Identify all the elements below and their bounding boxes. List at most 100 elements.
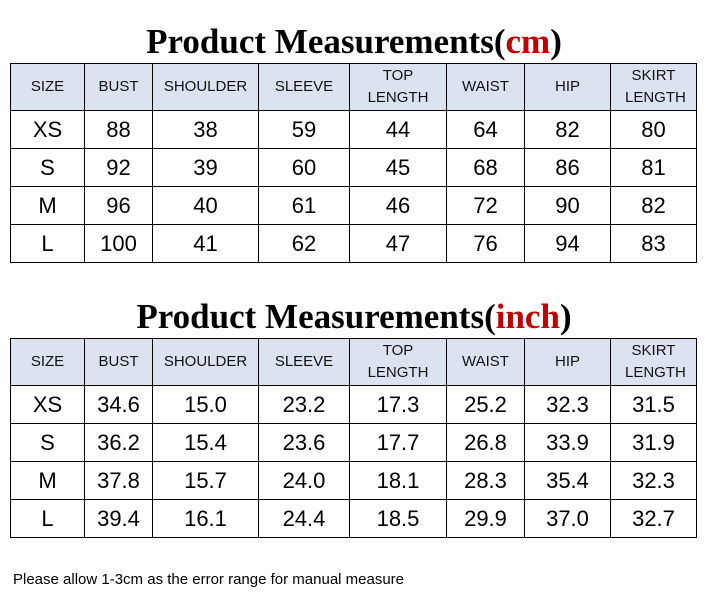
measure-cell: 17.3 xyxy=(349,385,447,424)
measure-cell: 24.0 xyxy=(258,461,350,500)
header-cell: WAIST xyxy=(446,63,525,111)
measure-cell: 92 xyxy=(84,148,153,187)
measure-cell: 37.8 xyxy=(84,461,153,500)
measure-cell: 15.0 xyxy=(152,385,259,424)
title-unit: inch xyxy=(495,297,560,336)
header-row: SIZE BUST SHOULDER SLEEVE TOP LENGTH WAIST HIP… xyxy=(10,338,697,386)
measure-cell: 17.7 xyxy=(349,423,447,462)
header-cell: SKIRT LENGTH xyxy=(610,338,697,386)
data-row: S 92 39 60 45 68 86 81 xyxy=(10,148,697,187)
title: Product Measurements(inch) xyxy=(0,297,708,337)
size-table: SIZE BUST SHOULDER SLEEVE TOP LENGTH WAIST HIP… xyxy=(10,338,697,538)
size-cell: XS xyxy=(10,110,85,149)
header-cell: HIP xyxy=(524,338,611,386)
measure-cell: 72 xyxy=(446,186,525,225)
header-row: SIZE BUST SHOULDER SLEEVE TOP LENGTH WAIST HIP… xyxy=(10,63,697,111)
measure-cell: 32.3 xyxy=(524,385,611,424)
measure-cell: 23.6 xyxy=(258,423,350,462)
measure-cell: 83 xyxy=(610,224,697,263)
header-cell: HIP xyxy=(524,63,611,111)
measure-cell: 46 xyxy=(349,186,447,225)
data-row: M 96 40 61 46 72 90 82 xyxy=(10,186,697,225)
measure-cell: 82 xyxy=(524,110,611,149)
measure-cell: 59 xyxy=(258,110,350,149)
measure-cell: 26.8 xyxy=(446,423,525,462)
data-row: S 36.2 15.4 23.6 17.7 26.8 33.9 31.9 xyxy=(10,423,697,462)
measure-cell: 23.2 xyxy=(258,385,350,424)
header-cell: BUST xyxy=(84,63,153,111)
data-row: XS 88 38 59 44 64 82 80 xyxy=(10,110,697,149)
measure-cell: 39 xyxy=(152,148,259,187)
measure-cell: 90 xyxy=(524,186,611,225)
measure-cell: 31.9 xyxy=(610,423,697,462)
measure-cell: 45 xyxy=(349,148,447,187)
measure-cell: 18.5 xyxy=(349,499,447,538)
data-row: XS 34.6 15.0 23.2 17.3 25.2 32.3 31.5 xyxy=(10,385,697,424)
measure-cell: 29.9 xyxy=(446,499,525,538)
measure-cell: 36.2 xyxy=(84,423,153,462)
measure-cell: 44 xyxy=(349,110,447,149)
measure-cell: 33.9 xyxy=(524,423,611,462)
title-text: Product Measurements( xyxy=(136,297,496,336)
size-cell: XS xyxy=(10,385,85,424)
header-cell: SKIRT LENGTH xyxy=(610,63,697,111)
measure-cell: 34.6 xyxy=(84,385,153,424)
header-cell: SLEEVE xyxy=(258,338,350,386)
title-text: Product Measurements( xyxy=(146,22,506,61)
size-cell: M xyxy=(10,186,85,225)
measure-cell: 47 xyxy=(349,224,447,263)
measure-cell: 35.4 xyxy=(524,461,611,500)
header-cell: SIZE xyxy=(10,63,85,111)
measure-cell: 31.5 xyxy=(610,385,697,424)
measure-cell: 61 xyxy=(258,186,350,225)
measure-cell: 60 xyxy=(258,148,350,187)
measure-cell: 15.4 xyxy=(152,423,259,462)
header-cell: TOP LENGTH xyxy=(349,338,447,386)
measure-cell: 38 xyxy=(152,110,259,149)
measure-cell: 82 xyxy=(610,186,697,225)
measure-cell: 88 xyxy=(84,110,153,149)
measure-cell: 96 xyxy=(84,186,153,225)
measure-cell: 62 xyxy=(258,224,350,263)
measure-cell: 80 xyxy=(610,110,697,149)
measure-cell: 24.4 xyxy=(258,499,350,538)
header-cell: TOP LENGTH xyxy=(349,63,447,111)
data-row: L 39.4 16.1 24.4 18.5 29.9 37.0 32.7 xyxy=(10,499,697,538)
footer-note: Please allow 1-3cm as the error range fo… xyxy=(13,571,405,588)
measure-cell: 64 xyxy=(446,110,525,149)
measure-cell: 28.3 xyxy=(446,461,525,500)
measure-cell: 40 xyxy=(152,186,259,225)
header-cell: WAIST xyxy=(446,338,525,386)
title-text: ) xyxy=(559,297,572,336)
data-row: L 100 41 62 47 76 94 83 xyxy=(10,224,697,263)
size-cell: L xyxy=(10,224,85,263)
measure-cell: 41 xyxy=(152,224,259,263)
measure-cell: 16.1 xyxy=(152,499,259,538)
size-cell: S xyxy=(10,148,85,187)
measure-cell: 39.4 xyxy=(84,499,153,538)
title-text: ) xyxy=(550,22,562,61)
measure-cell: 32.3 xyxy=(610,461,697,500)
measure-cell: 100 xyxy=(84,224,153,263)
data-row: M 37.8 15.7 24.0 18.1 28.3 35.4 32.3 xyxy=(10,461,697,500)
size-table: SIZE BUST SHOULDER SLEEVE TOP LENGTH WAIST HIP… xyxy=(10,63,697,263)
measure-cell: 18.1 xyxy=(349,461,447,500)
measure-cell: 86 xyxy=(524,148,611,187)
header-cell: SHOULDER xyxy=(152,338,259,386)
header-cell: SHOULDER xyxy=(152,63,259,111)
measure-cell: 32.7 xyxy=(610,499,697,538)
header-cell: SLEEVE xyxy=(258,63,350,111)
size-cell: M xyxy=(10,461,85,500)
measure-cell: 68 xyxy=(446,148,525,187)
header-cell: BUST xyxy=(84,338,153,386)
measure-cell: 76 xyxy=(446,224,525,263)
size-cell: L xyxy=(10,499,85,538)
header-cell: SIZE xyxy=(10,338,85,386)
measure-cell: 37.0 xyxy=(524,499,611,538)
size-cell: S xyxy=(10,423,85,462)
title-unit: cm xyxy=(505,22,551,61)
measure-cell: 81 xyxy=(610,148,697,187)
measure-cell: 15.7 xyxy=(152,461,259,500)
title: Product Measurements(cm) xyxy=(0,22,708,62)
